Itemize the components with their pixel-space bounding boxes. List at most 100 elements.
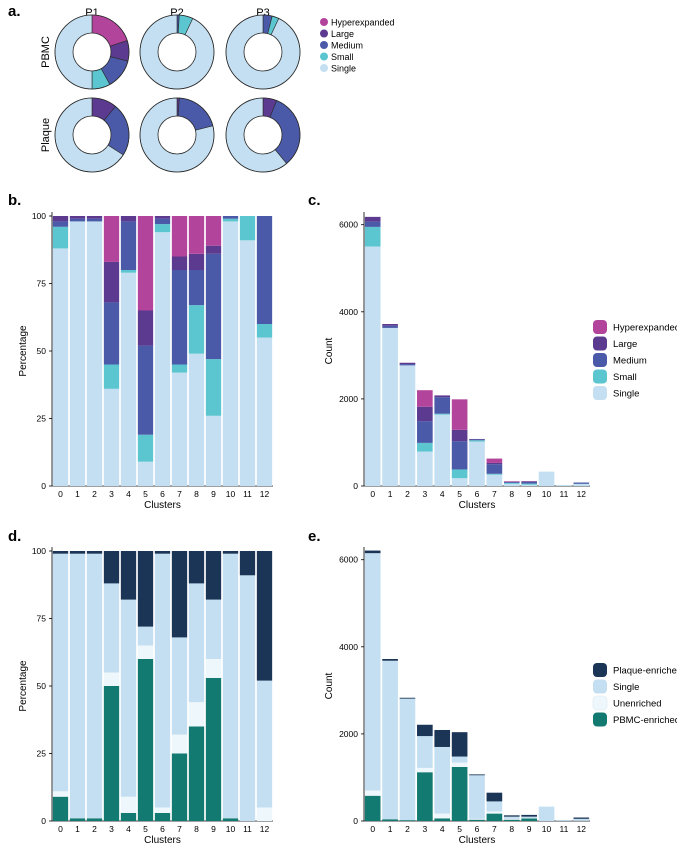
bar-segment-cluster-5-pbmc-enriched — [137, 659, 154, 821]
bar-segment-cluster-2-medium — [399, 364, 416, 366]
bar-segment-cluster-7-plaque-enriched — [486, 792, 503, 802]
y-axis-title: Count — [324, 337, 335, 364]
x-tick-label-10: 10 — [542, 824, 552, 834]
panel-labels: a. b. c. d. e. — [8, 3, 321, 545]
legend-label-plaque-enriched: Plaque-enriched — [613, 666, 677, 677]
x-tick-label-11: 11 — [560, 824, 569, 834]
donut-hole — [157, 32, 197, 72]
legend-label-hyperexpanded: Hyperexpanded — [331, 18, 395, 28]
bar-segment-cluster-5-hyperexpanded — [451, 399, 468, 430]
bar-segment-cluster-12-plaque-enriched — [573, 817, 590, 819]
x-tick-label-12: 12 — [577, 489, 587, 499]
legend-key-single — [593, 679, 607, 694]
bar-segment-cluster-9-pbmc-enriched — [205, 677, 222, 821]
bar-segment-cluster-8-small — [188, 305, 205, 354]
bar-segment-cluster-8-medium — [503, 482, 520, 483]
bar-segment-cluster-1-medium — [69, 218, 86, 222]
x-tick-label-4: 4 — [440, 824, 445, 834]
bar-segment-cluster-7-medium — [171, 270, 188, 365]
legend-label-single: Single — [613, 682, 639, 693]
bar-segment-cluster-7-small — [171, 364, 188, 373]
y-axis-title: Count — [324, 672, 335, 699]
bar-segment-cluster-4-single — [120, 272, 137, 486]
bar-segment-cluster-10-small — [222, 218, 239, 222]
legend-key-small — [593, 369, 607, 384]
bar-segment-cluster-4-small — [120, 270, 137, 273]
y-tick-label-0: 0 — [41, 481, 46, 491]
x-tick-label-10: 10 — [542, 489, 552, 499]
bar-segment-cluster-8-hyperexpanded — [503, 481, 520, 482]
bar-segment-cluster-5-small — [451, 469, 468, 479]
legend-label-small: Small — [331, 52, 354, 62]
bar-segment-cluster-3-plaque-enriched — [417, 724, 433, 737]
bar-segment-cluster-9-medium — [205, 253, 222, 360]
bar-segment-cluster-1-large — [69, 216, 86, 219]
bar-segment-cluster-6-plaque-enriched — [154, 551, 171, 554]
bar-segment-cluster-9-single — [521, 816, 537, 818]
bar-segment-cluster-7-unenriched — [486, 811, 503, 814]
y-tick-label-2000: 2000 — [339, 729, 358, 739]
x-tick-label-11: 11 — [243, 824, 252, 834]
bar-segment-cluster-0-single — [52, 553, 69, 792]
bar-segment-cluster-9-unenriched — [205, 659, 222, 678]
bar-segment-cluster-9-small — [205, 359, 222, 416]
y-tick-label-75: 75 — [37, 614, 47, 624]
bar-segment-cluster-4-single — [434, 414, 451, 486]
donut-outline — [225, 14, 301, 90]
y-tick-label-75: 75 — [37, 279, 47, 289]
x-tick-label-12: 12 — [260, 824, 270, 834]
x-tick-label-10: 10 — [226, 489, 236, 499]
y-tick-label-2000: 2000 — [339, 394, 358, 404]
x-tick-label-8: 8 — [194, 489, 199, 499]
bar-segment-cluster-7-single — [486, 801, 503, 812]
bar-segment-cluster-3-large — [103, 261, 120, 303]
y-tick-label-100: 100 — [32, 211, 46, 221]
bar-segment-cluster-2-single — [399, 365, 416, 486]
bar-segment-cluster-4-unenriched — [120, 796, 137, 813]
x-tick-label-0: 0 — [58, 824, 63, 834]
legend-key-single — [593, 386, 607, 400]
bar-segment-cluster-5-plaque-enriched — [137, 551, 154, 627]
bar-segment-cluster-0-pbmc-enriched — [364, 795, 381, 821]
y-tick-label-100: 100 — [32, 546, 46, 556]
bar-segment-cluster-2-plaque-enriched — [86, 551, 103, 554]
bar-segment-cluster-7-hyperexpanded — [486, 458, 503, 463]
bar-segment-cluster-12-single — [256, 337, 273, 486]
bar-segment-cluster-2-pbmc-enriched — [399, 820, 416, 821]
bar-segment-cluster-9-hyperexpanded — [205, 216, 222, 246]
donut-hole — [72, 32, 112, 72]
legend-label-small: Small — [613, 372, 637, 383]
x-axis-title: Clusters — [459, 835, 496, 846]
bar-segment-cluster-6-pbmc-enriched — [469, 819, 485, 821]
donut-outline — [225, 97, 301, 173]
bar-segment-cluster-1-medium — [382, 325, 398, 328]
bar-segment-cluster-8-unenriched — [503, 818, 520, 820]
bar-segment-cluster-12-single — [573, 484, 590, 486]
bar-segment-cluster-11-single — [239, 575, 256, 821]
bar-segment-cluster-3-hyperexpanded — [417, 390, 433, 407]
bar-segment-cluster-4-pbmc-enriched — [120, 812, 137, 821]
bar-segment-cluster-5-unenriched — [137, 645, 154, 659]
bar-segment-cluster-0-small — [364, 226, 381, 247]
bar-segment-cluster-10-single — [222, 553, 239, 819]
x-axis-title: Clusters — [459, 500, 496, 511]
bar-segment-cluster-4-plaque-enriched — [434, 729, 451, 747]
bar-segment-cluster-3-medium — [417, 421, 433, 443]
bar-segment-cluster-8-pbmc-enriched — [503, 819, 520, 821]
bar-segment-cluster-4-single — [120, 599, 137, 797]
x-tick-label-5: 5 — [457, 824, 462, 834]
bar-segment-cluster-2-single — [86, 221, 103, 486]
legend-key-plaque-enriched — [593, 663, 607, 677]
donut-outline — [139, 14, 215, 90]
bar-segment-cluster-7-large — [486, 462, 503, 465]
x-tick-label-5: 5 — [143, 489, 148, 499]
bar-segment-cluster-7-plaque-enriched — [171, 551, 188, 638]
bar-segment-cluster-3-unenriched — [417, 767, 433, 773]
bar-segment-cluster-0-single — [364, 553, 381, 791]
bar-segment-cluster-2-plaque-enriched — [399, 697, 416, 699]
x-tick-label-8: 8 — [509, 489, 514, 499]
panel-label-e: e. — [308, 528, 321, 545]
x-tick-label-12: 12 — [260, 489, 270, 499]
